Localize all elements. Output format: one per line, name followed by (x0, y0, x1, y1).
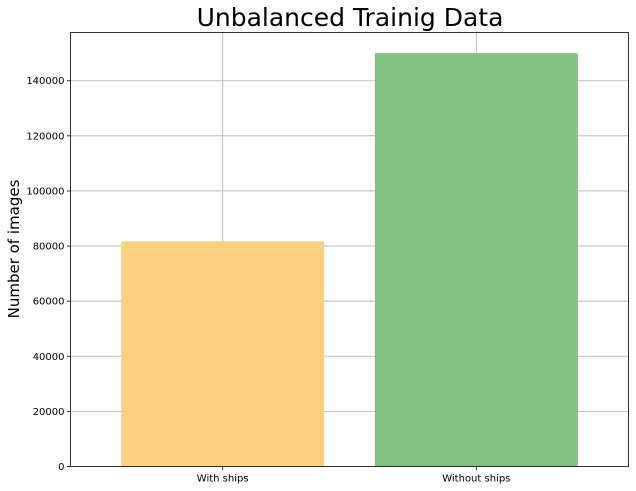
axis-ticks: 0 20000 40000 60000 80000 100000 120000 140000 W… (26, 76, 510, 484)
y-axis-label: Number of images (5, 179, 23, 318)
x-tick-label: Without ships (442, 474, 510, 485)
plot-frame (70, 32, 629, 467)
y-tick-label: 140000 (26, 76, 64, 87)
y-tick-label: 40000 (33, 352, 65, 363)
y-tick-label: 60000 (33, 297, 65, 308)
bars (121, 53, 578, 467)
y-tick-label: 120000 (26, 131, 64, 142)
x-tick-label: With ships (197, 474, 249, 485)
y-tick-label: 20000 (33, 407, 65, 418)
y-tick-label: 80000 (33, 242, 65, 253)
bar-with-ships (121, 241, 325, 467)
chart-title: Unbalanced Trainig Data (197, 3, 504, 32)
y-tick-label: 100000 (26, 186, 64, 197)
bar-without-ships (374, 53, 578, 467)
y-tick-label: 0 (58, 462, 64, 473)
